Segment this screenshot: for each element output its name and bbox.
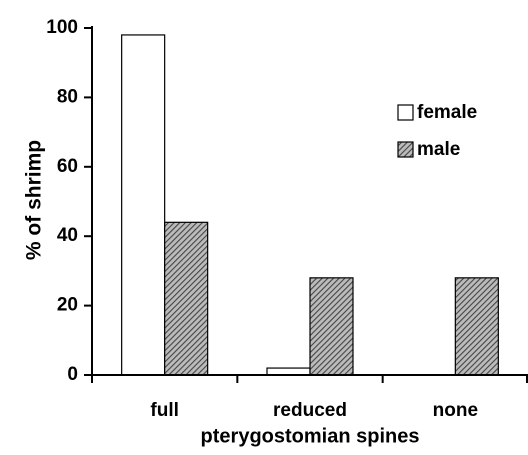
bar — [121, 34, 166, 376]
y-tick-label: 20 — [57, 295, 78, 316]
legend-swatch — [397, 141, 414, 158]
y-tick-label: 40 — [57, 225, 78, 246]
x-axis-label: pterygostomian spines — [201, 425, 420, 447]
y-tick-label: 0 — [67, 364, 78, 385]
x-tick-label: reduced — [273, 400, 347, 421]
y-axis-label: % of shrimp — [23, 140, 46, 260]
bar — [309, 277, 354, 376]
bar — [454, 277, 499, 376]
bar — [164, 221, 209, 376]
y-tick-label: 100 — [46, 17, 78, 38]
x-tick-label: full — [150, 400, 179, 421]
bar — [266, 367, 311, 376]
legend-label: female — [417, 102, 477, 123]
legend-label: male — [417, 139, 460, 160]
legend-swatch — [397, 104, 414, 121]
y-tick-label: 80 — [57, 86, 78, 107]
x-tick-label: none — [433, 400, 478, 421]
y-tick-label: 60 — [57, 156, 78, 177]
